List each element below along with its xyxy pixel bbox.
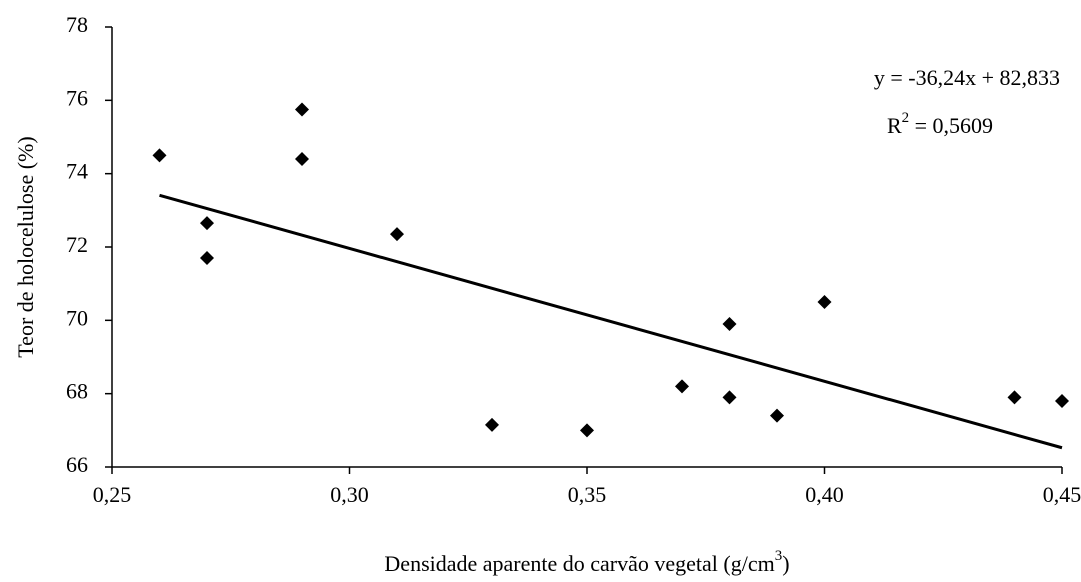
y-tick-label: 70 xyxy=(66,305,88,330)
data-point xyxy=(200,251,214,265)
data-point xyxy=(580,423,594,438)
x-label-sup: 3 xyxy=(775,548,783,564)
data-point xyxy=(675,379,689,394)
trend-line xyxy=(159,193,1063,450)
r2-sup: 2 xyxy=(902,110,910,126)
data-point xyxy=(200,216,214,231)
x-tick-label: 0,45 xyxy=(1043,482,1081,507)
data-point xyxy=(1055,394,1069,408)
x-tick-label: 0,35 xyxy=(568,482,607,507)
r2-label: R2 = 0,5609 xyxy=(887,110,993,138)
y-tick-label: 74 xyxy=(66,159,88,184)
data-point xyxy=(295,102,309,117)
r2-r: R xyxy=(887,113,902,138)
x-label-text: Densidade aparente do carvão vegetal (g/… xyxy=(384,551,774,576)
data-point xyxy=(722,390,737,405)
x-tick-label: 0,40 xyxy=(805,482,844,507)
data-point xyxy=(485,417,499,432)
x-label-end: ) xyxy=(782,551,789,576)
x-axis-label: Densidade aparente do carvão vegetal (g/… xyxy=(384,548,789,576)
y-tick-label: 68 xyxy=(66,379,88,404)
data-point xyxy=(152,148,167,163)
data-point xyxy=(390,227,404,242)
y-tick-label: 78 xyxy=(66,12,88,37)
x-tick-label: 0,30 xyxy=(330,482,369,507)
x-tick-label: 0,25 xyxy=(93,482,132,507)
y-tick-label: 76 xyxy=(66,85,88,110)
y-tick-label: 72 xyxy=(66,232,88,257)
data-point xyxy=(295,152,309,166)
data-point xyxy=(817,295,832,309)
data-point xyxy=(722,317,737,331)
data-point xyxy=(770,408,784,423)
data-point xyxy=(1007,390,1022,405)
r2-value: = 0,5609 xyxy=(909,113,993,138)
y-axis-label: Teor de holocelulose (%) xyxy=(13,136,38,357)
trend-equation: y = -36,24x + 82,833 xyxy=(874,65,1060,90)
y-tick-label: 66 xyxy=(66,452,88,477)
